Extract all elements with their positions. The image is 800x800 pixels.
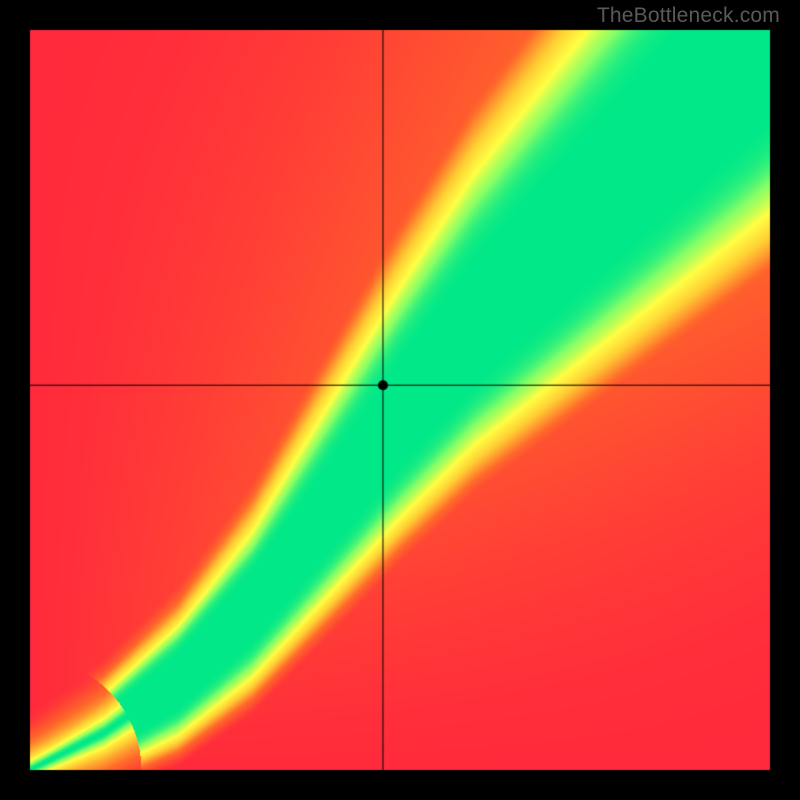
bottleneck-chart-container: TheBottleneck.com [0,0,800,800]
heatmap-canvas [0,0,800,800]
watermark-text: TheBottleneck.com [597,4,780,28]
